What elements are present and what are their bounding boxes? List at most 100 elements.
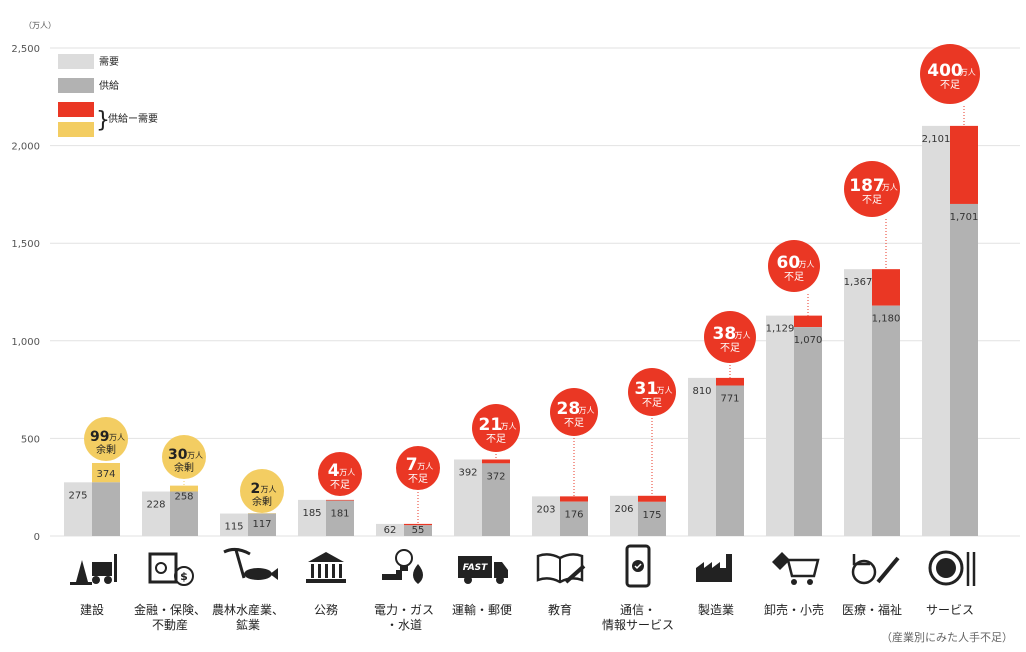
cone-base <box>70 582 92 585</box>
wheel <box>92 576 100 584</box>
surplus-bubble <box>84 417 128 461</box>
bulb <box>395 549 413 567</box>
safe-dial <box>155 562 167 574</box>
bulb-base <box>400 566 408 571</box>
fish-body <box>244 568 272 580</box>
bar-shortage <box>716 377 744 386</box>
footnote: （産業別にみた人手不足） <box>881 630 1013 644</box>
supply-value-label: 1,701 <box>950 212 979 223</box>
bar-demand <box>220 513 248 536</box>
category-label: 通信・ <box>620 603 656 617</box>
gap-number: 4 <box>328 461 340 481</box>
gap-number: 28 <box>557 399 581 419</box>
legend-swatch-supply <box>58 78 94 93</box>
buy-tag <box>772 552 790 570</box>
gap-number: 7 <box>406 455 418 475</box>
gap-unit: 万人 <box>799 260 815 269</box>
bar-supply <box>950 203 978 537</box>
category-icons: $ FAST <box>70 544 976 588</box>
shortage-bubble <box>920 44 980 104</box>
bar-shortage <box>560 496 588 502</box>
gap-status: 不足 <box>720 342 740 354</box>
surplus-bubble <box>162 435 206 479</box>
bar-surplus <box>92 462 120 483</box>
bar-supply <box>716 385 744 536</box>
gap-status: 余剰 <box>96 443 116 456</box>
bar-supply <box>404 525 432 536</box>
y-tick-label: 2,000 <box>11 142 40 153</box>
utility-lightbulb-flame-icon <box>382 549 423 584</box>
category-label: 建設 <box>80 602 104 617</box>
shortage-bubble <box>704 311 756 363</box>
smartphone-icon <box>625 544 651 588</box>
truck-box <box>458 556 492 578</box>
bar-shortage <box>950 125 978 204</box>
bar-shortage <box>638 495 666 502</box>
wheel <box>496 576 504 584</box>
column <box>339 564 342 578</box>
gap-status: 不足 <box>642 397 662 409</box>
wheelchair-wheel <box>851 559 877 585</box>
y-tick-label: 2,500 <box>11 44 40 55</box>
bar-demand <box>922 125 950 536</box>
category-label: 公務 <box>314 603 338 617</box>
gap-status: 余剰 <box>174 461 194 474</box>
truck-cab <box>494 562 508 578</box>
demand-value-label: 2,101 <box>922 134 951 145</box>
category-label: 卸売・小売 <box>764 602 824 617</box>
category-label: 教育 <box>548 602 572 617</box>
pickaxe-head <box>223 547 251 556</box>
book-pencil-icon <box>536 553 586 584</box>
demand-value-label: 1,367 <box>844 277 873 288</box>
fish-tail <box>270 568 278 580</box>
dollar-sign: $ <box>180 570 188 583</box>
shortage-bubble <box>628 368 676 416</box>
supply-value-label: 55 <box>412 525 425 536</box>
y-tick-label: 0 <box>34 532 40 543</box>
supply-value-label: 771 <box>720 394 739 405</box>
bar-demand <box>298 499 326 536</box>
gap-unit: 万人 <box>501 422 517 431</box>
gap-status: 不足 <box>330 479 350 491</box>
bar-shortage <box>872 269 900 306</box>
legend-label-demand: 需要 <box>99 56 119 68</box>
y-tick-label: 1,500 <box>11 239 40 250</box>
supply-value-label: 374 <box>96 469 115 480</box>
shortage-bubble <box>472 404 520 452</box>
demand-value-label: 275 <box>68 490 87 501</box>
column <box>318 564 321 578</box>
legend-swatch-demand <box>58 54 94 69</box>
supply-value-label: 258 <box>174 492 193 503</box>
safe-body <box>148 552 178 584</box>
bar-demand <box>532 496 560 536</box>
gap-unit: 万人 <box>657 386 673 395</box>
gap-number: 2 <box>251 481 261 497</box>
bar-demand <box>64 482 92 536</box>
y-axis-ticks: 0 500 1,000 1,500 2,000 2,500 <box>11 44 40 543</box>
plate <box>928 550 964 586</box>
gap-number: 187 <box>849 176 885 196</box>
gap-unit: 万人 <box>187 451 203 460</box>
demand-value-label: 1,129 <box>766 324 795 335</box>
pickaxe-handle <box>234 549 246 579</box>
bar-demand <box>142 491 170 536</box>
bar-supply <box>794 327 822 536</box>
gap-number: 31 <box>635 379 659 399</box>
gap-unit: 万人 <box>417 462 433 471</box>
category-labels: 建設 金融・保険、不動産 農林水産業、鉱業 公務 電力・ガス・水道 運輸・郵便 教育 通信・情… <box>80 602 974 632</box>
fishing-pickaxe-icon <box>223 547 278 580</box>
category-label: 情報サービス <box>602 618 674 632</box>
bar-shortage <box>482 459 510 464</box>
y-tick-label: 1,000 <box>11 337 40 348</box>
category-label: ・水道 <box>386 618 422 632</box>
gap-number: 21 <box>479 415 503 435</box>
gap-status: 不足 <box>408 473 428 485</box>
demand-value-label: 115 <box>224 522 243 533</box>
supply-value-label: 181 <box>330 509 349 520</box>
shortage-bubble <box>768 240 820 292</box>
wheelchair-frame <box>852 554 870 566</box>
gap-number: 400 <box>927 61 963 81</box>
construction-icon <box>70 554 117 585</box>
